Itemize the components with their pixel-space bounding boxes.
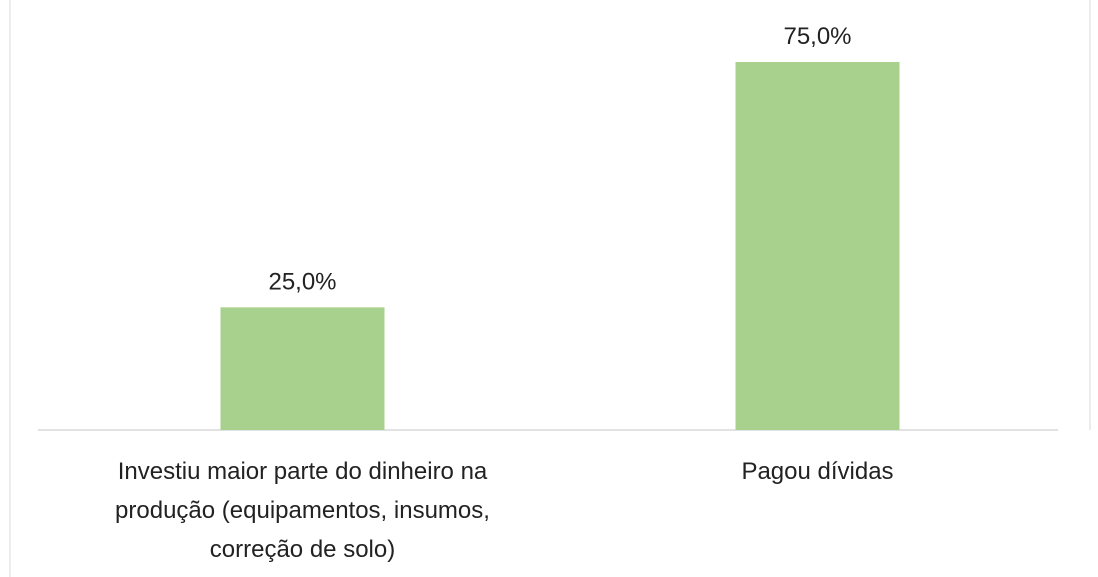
data-label: 75,0%: [783, 23, 851, 50]
bar: [735, 62, 900, 430]
bar: [220, 307, 385, 430]
x-tick-label: Investiu maior parte do dinheiro na prod…: [115, 458, 490, 563]
data-label: 25,0%: [268, 268, 336, 295]
x-tick-label: Pagou dívidas: [741, 458, 894, 485]
